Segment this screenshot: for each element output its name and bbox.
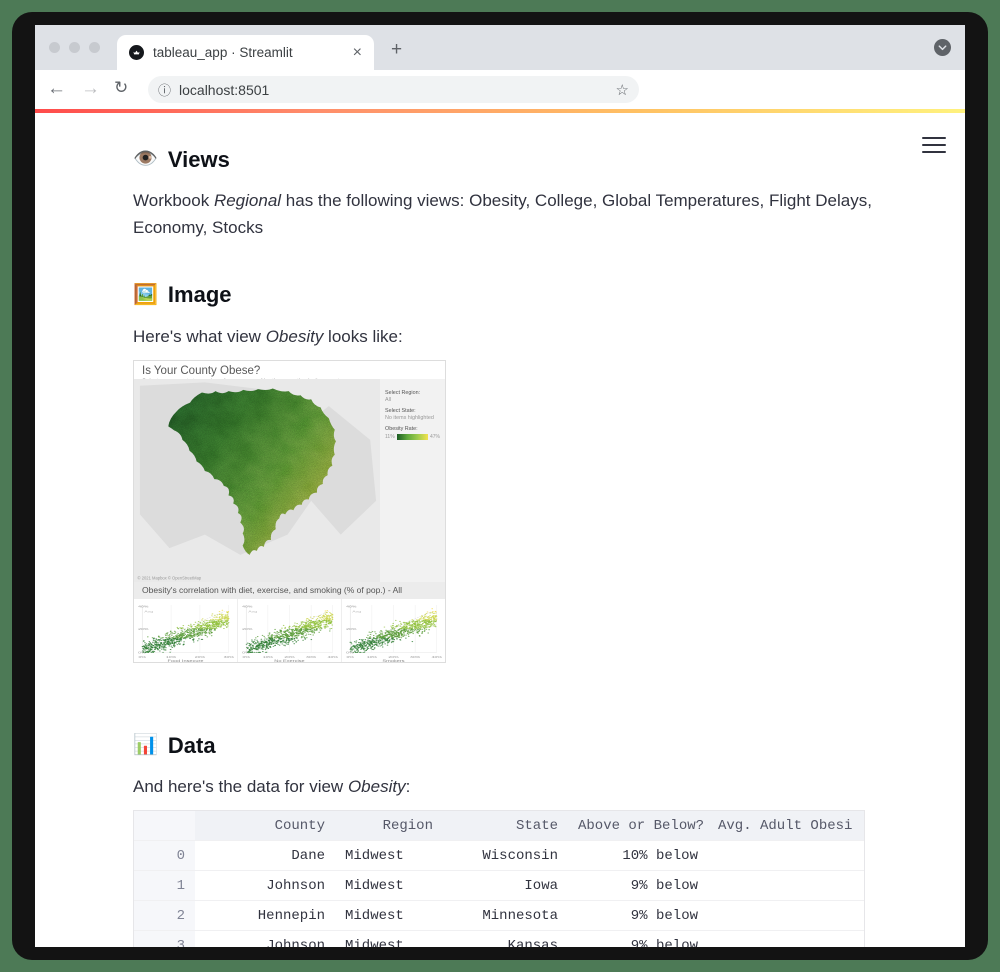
svg-text:20%: 20% <box>388 654 399 658</box>
svg-text:30%: 30% <box>224 654 235 658</box>
svg-text:0%: 0% <box>243 654 251 658</box>
svg-text:20%: 20% <box>346 627 357 631</box>
svg-text:40%: 40% <box>138 604 149 608</box>
svg-text:40%: 40% <box>432 654 443 658</box>
svg-text:20%: 20% <box>138 627 149 631</box>
svg-text:Avg: Avg <box>352 609 362 613</box>
svg-text:Avg: Avg <box>144 609 154 613</box>
svg-text:10%: 10% <box>367 654 378 658</box>
svg-text:10%: 10% <box>263 654 274 658</box>
svg-text:40%: 40% <box>242 604 253 608</box>
svg-text:30%: 30% <box>306 654 317 658</box>
svg-text:10%: 10% <box>166 654 177 658</box>
svg-text:No Exercise: No Exercise <box>274 659 305 662</box>
svg-text:Avg: Avg <box>248 609 258 613</box>
svg-text:0%: 0% <box>347 654 355 658</box>
svg-text:© 2021 Mapbox © OpenStreetMap: © 2021 Mapbox © OpenStreetMap <box>138 574 202 580</box>
svg-text:20%: 20% <box>195 654 206 658</box>
svg-text:0%: 0% <box>139 654 147 658</box>
svg-text:Smokers: Smokers <box>382 659 405 662</box>
svg-text:30%: 30% <box>410 654 421 658</box>
svg-text:40%: 40% <box>328 654 339 658</box>
svg-text:20%: 20% <box>242 627 253 631</box>
svg-text:40%: 40% <box>346 604 357 608</box>
svg-text:Food Insecure: Food Insecure <box>167 659 204 662</box>
svg-text:20%: 20% <box>284 654 295 658</box>
